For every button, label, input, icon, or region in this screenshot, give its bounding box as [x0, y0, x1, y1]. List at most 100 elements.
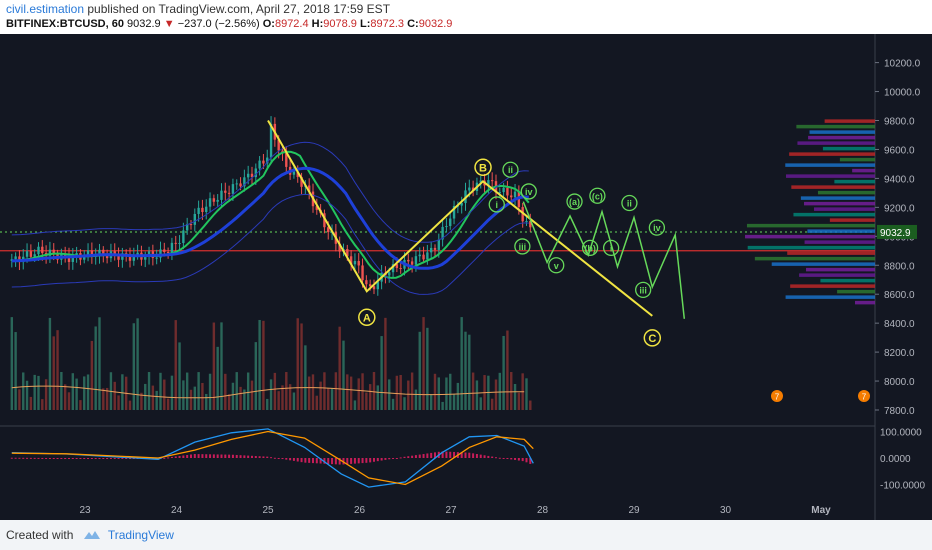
macd-histogram-bar	[22, 458, 24, 459]
volume-profile-bar	[745, 235, 875, 239]
publish-line: civil.estimation published on TradingVie…	[6, 2, 390, 16]
price-tick-label: 9800.0	[884, 117, 915, 128]
wave-label-text: C	[648, 333, 656, 345]
macd-histogram-bar	[285, 458, 287, 460]
volume-profile-bar	[797, 141, 875, 145]
elliott-wave-line	[268, 121, 652, 316]
macd-histogram-bar	[411, 456, 413, 458]
macd-histogram-bar	[95, 458, 97, 459]
volume-bar	[117, 395, 119, 410]
subwave-label-text: iii	[519, 242, 527, 252]
volume-bar	[518, 393, 520, 410]
macd-histogram-bar	[194, 454, 196, 458]
macd-histogram-bar	[407, 456, 409, 458]
volume-profile-bar	[823, 147, 875, 151]
macd-histogram-bar	[224, 455, 226, 458]
volume-bar	[312, 374, 314, 410]
volume-bar	[11, 317, 13, 410]
macd-histogram-bar	[18, 458, 20, 459]
volume-bar	[22, 372, 24, 410]
macd-histogram-bar	[53, 458, 55, 459]
volume-bar	[136, 318, 138, 410]
volume-profile-bar	[801, 196, 875, 200]
projection-line	[523, 202, 684, 319]
macd-histogram-bar	[297, 458, 299, 462]
candle-body	[422, 255, 424, 260]
published-text: published on TradingView.com, April 27, …	[87, 2, 390, 16]
volume-bar	[277, 391, 279, 410]
price-tick-label: 9200.0	[884, 203, 915, 214]
volume-bar	[79, 400, 81, 410]
volume-bar	[60, 372, 62, 410]
macd-histogram-bar	[503, 458, 505, 459]
subwave-label-text: ii	[627, 199, 632, 209]
macd-histogram-bar	[68, 458, 70, 459]
last-price: 9032.9	[127, 18, 161, 30]
volume-bar	[94, 326, 96, 410]
volume-bar	[152, 386, 154, 410]
candle-body	[525, 221, 527, 222]
author-link[interactable]: civil.estimation	[6, 2, 84, 16]
volume-bar	[163, 380, 165, 410]
low-value: 8972.3	[370, 18, 404, 30]
volume-bar	[216, 347, 218, 410]
price-tick-label: 9600.0	[884, 145, 915, 156]
down-arrow-icon: ▼	[164, 18, 175, 30]
volume-bar	[224, 374, 226, 410]
candle-body	[258, 161, 260, 169]
macd-histogram-bar	[312, 458, 314, 463]
volume-bar	[87, 374, 89, 410]
macd-histogram-bar	[37, 458, 39, 459]
macd-histogram-bar	[384, 458, 386, 460]
macd-histogram-bar	[354, 458, 356, 464]
volume-bar	[346, 374, 348, 410]
volume-bar	[426, 328, 428, 410]
volume-bar	[98, 317, 100, 410]
time-tick-label: 23	[79, 505, 91, 516]
volume-bar	[285, 372, 287, 410]
volume-profile-bar	[810, 130, 875, 134]
macd-histogram-bar	[217, 454, 219, 458]
candle-body	[399, 268, 401, 269]
candle-body	[415, 256, 417, 264]
volume-bar	[388, 379, 390, 410]
macd-histogram-bar	[468, 453, 470, 458]
symbol[interactable]: BITFINEX:BTCUSD, 60	[6, 18, 124, 30]
macd-histogram-bar	[11, 458, 13, 459]
macd-histogram-bar	[251, 456, 253, 458]
volume-bar	[26, 381, 28, 410]
macd-histogram-bar	[499, 458, 501, 459]
volume-profile-bar	[787, 251, 875, 255]
chart-area[interactable]: 10200.0 10000.0 9800.0 9600.0 9400.0 9200.0 90…	[0, 34, 932, 520]
candle-body	[41, 247, 43, 253]
volume-bar	[369, 384, 371, 410]
volume-profile-bar	[796, 125, 875, 129]
volume-bar	[335, 372, 337, 410]
macd-histogram-bar	[262, 456, 264, 458]
volume-bar	[476, 380, 478, 410]
macd-histogram-bar	[308, 458, 310, 463]
volume-bar	[72, 373, 74, 410]
subwave-label-text: iv	[525, 187, 533, 197]
price-tick-label: 10200.0	[884, 59, 921, 70]
macd-histogram-bar	[350, 458, 352, 464]
macd-histogram-bar	[49, 458, 51, 459]
tradingview-brand[interactable]: TradingView	[108, 528, 174, 542]
macd-histogram-bar	[213, 454, 215, 458]
macd-histogram-bar	[182, 455, 184, 458]
macd-histogram-bar	[388, 458, 390, 459]
macd-line	[12, 429, 534, 487]
macd-histogram-bar	[72, 458, 74, 459]
chart-canvas[interactable]: 10200.0 10000.0 9800.0 9600.0 9400.0 9200.0 90…	[0, 34, 932, 520]
candle-body	[228, 193, 230, 194]
volume-bar	[495, 379, 497, 410]
macd-histogram-bar	[369, 458, 371, 462]
macd-histogram-bar	[198, 454, 200, 458]
macd-histogram-bar	[358, 458, 360, 463]
subwave-label-text: i	[495, 200, 498, 210]
macd-histogram-bar	[495, 457, 497, 458]
wave-label-text: A	[363, 312, 371, 324]
candle-body	[205, 207, 207, 212]
volume-bar	[75, 379, 77, 410]
macd-histogram-bar	[400, 457, 402, 458]
